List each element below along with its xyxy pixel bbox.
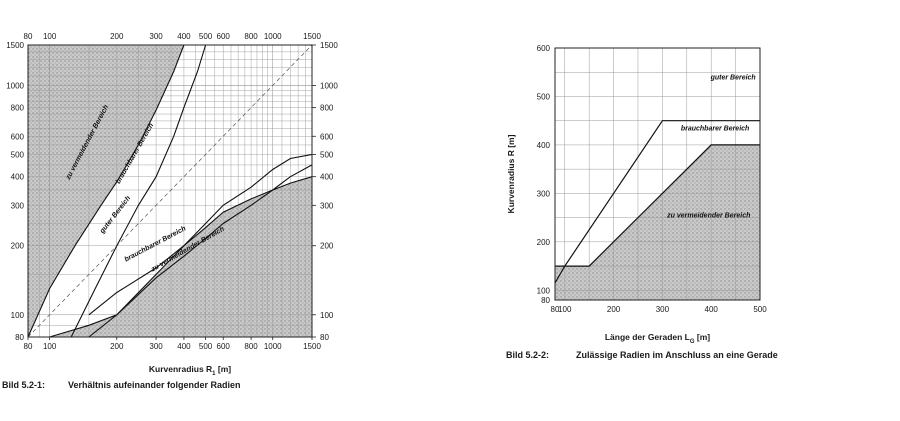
chart-1-caption-text: Verhältnis aufeinander folgender Radien bbox=[68, 380, 241, 390]
chart-2-caption-number: Bild 5.2-2: bbox=[506, 350, 549, 360]
x-tick-label-top: 100 bbox=[43, 32, 57, 41]
boundary-curve-4 bbox=[88, 153, 313, 316]
x-tick-label: 500 bbox=[753, 305, 767, 314]
x-tick-label-top: 500 bbox=[199, 32, 213, 41]
region-label: brauchbarer Bereich bbox=[681, 125, 749, 132]
x-tick-label-bottom: 800 bbox=[244, 342, 258, 351]
y-tick-label-left: 600 bbox=[11, 132, 25, 141]
lower-boundary-line bbox=[555, 144, 760, 267]
y-tick-label-left: 1500 bbox=[6, 41, 24, 50]
chart-1-x-axis-label: Kurvenradius R1 [m] bbox=[149, 364, 231, 377]
boundary-curve-1 bbox=[27, 44, 185, 338]
chart-2-region-labels: guter Bereich brauchbarer Bereich zu verme… bbox=[666, 75, 756, 220]
y-tick-label-left: 80 bbox=[15, 333, 24, 342]
x-tick-label-top: 400 bbox=[177, 32, 191, 41]
y-tick-label-left: 1000 bbox=[6, 81, 24, 90]
x-tick-label-top: 800 bbox=[244, 32, 258, 41]
avoid-area-lower-right bbox=[28, 176, 312, 337]
x-tick-label-bottom: 1000 bbox=[264, 342, 282, 351]
y-tick-label-right: 100 bbox=[320, 311, 334, 320]
chart-2-avoid-area bbox=[555, 144, 760, 300]
y-tick-label-right: 500 bbox=[320, 150, 334, 159]
y-tick-label-left: 100 bbox=[11, 311, 25, 320]
y-tick-label: 500 bbox=[537, 92, 551, 101]
x-tick-label: 100 bbox=[558, 305, 572, 314]
chart-2-boundary-lines bbox=[554, 120, 760, 284]
y-tick-label-left: 400 bbox=[11, 173, 25, 182]
y-tick-label-left: 800 bbox=[11, 104, 25, 113]
x-tick-label-top: 300 bbox=[149, 32, 163, 41]
chart-1-avoid-areas bbox=[28, 45, 312, 337]
chart-2-x-axis-label: Länge der Geraden LG [m] bbox=[605, 332, 710, 345]
chart-2-plot-frame bbox=[554, 47, 761, 301]
x-tick-label-bottom: 200 bbox=[110, 342, 124, 351]
x-tick-label-top: 600 bbox=[217, 32, 231, 41]
y-tick-label-left: 500 bbox=[11, 150, 25, 159]
avoid-area bbox=[555, 144, 760, 300]
x-tick-label-bottom: 1500 bbox=[303, 342, 321, 351]
y-tick-label-right: 1500 bbox=[320, 41, 338, 50]
region-label: zu vermeidender Bereich bbox=[666, 213, 750, 220]
y-tick-label: 600 bbox=[537, 44, 551, 53]
y-tick-label: 300 bbox=[537, 189, 551, 198]
x-tick-label-bottom: 500 bbox=[199, 342, 213, 351]
chart-1-boundary-curves bbox=[27, 44, 313, 338]
region-label: guter Bereich bbox=[710, 75, 756, 82]
x-tick-label-bottom: 600 bbox=[217, 342, 231, 351]
x-tick-label-bottom: 400 bbox=[177, 342, 191, 351]
x-tick-label-top: 1000 bbox=[264, 32, 282, 41]
y-tick-label-right: 300 bbox=[320, 201, 334, 210]
y-tick-label-right: 600 bbox=[320, 132, 334, 141]
y-tick-label: 400 bbox=[537, 141, 551, 150]
x-tick-label: 80 bbox=[551, 305, 560, 314]
y-tick-label-right: 80 bbox=[320, 333, 329, 342]
y-tick-label: 80 bbox=[541, 296, 550, 305]
y-tick-label-right: 400 bbox=[320, 173, 334, 182]
chart-1-plot-frame bbox=[27, 44, 313, 338]
chart-2-caption-text: Zulässige Radien im Anschluss an eine Ge… bbox=[576, 350, 778, 360]
x-tick-label-bottom: 80 bbox=[24, 342, 33, 351]
x-tick-label: 400 bbox=[705, 305, 719, 314]
x-tick-label-top: 1500 bbox=[303, 32, 321, 41]
x-tick-label: 300 bbox=[656, 305, 670, 314]
equal-radius-line bbox=[27, 44, 313, 338]
y-tick-label-right: 1000 bbox=[320, 81, 338, 90]
y-tick-label-right: 200 bbox=[320, 242, 334, 251]
y-tick-label-left: 200 bbox=[11, 242, 25, 251]
y-tick-label-right: 800 bbox=[320, 104, 334, 113]
x-tick-label: 200 bbox=[607, 305, 621, 314]
chart-1-grid bbox=[27, 44, 313, 338]
y-tick-label-left: 300 bbox=[11, 201, 25, 210]
boundary-curve-5 bbox=[28, 176, 313, 338]
chart-1: 8080100100200200300300400400500500600600… bbox=[2, 32, 338, 390]
x-tick-label-bottom: 100 bbox=[43, 342, 57, 351]
y-tick-label: 200 bbox=[537, 238, 551, 247]
chart-1-caption-number: Bild 5.2-1: bbox=[2, 380, 45, 390]
boundary-curve-2 bbox=[70, 44, 207, 338]
y-tick-label: 100 bbox=[537, 286, 551, 295]
chart-2-y-axis-label: Kurvenradius R [m] bbox=[506, 134, 516, 213]
boundary-curve-3 bbox=[88, 164, 313, 338]
avoid-area-upper-left bbox=[28, 45, 184, 337]
upper-boundary-line bbox=[554, 120, 760, 284]
x-tick-label-top: 80 bbox=[24, 32, 33, 41]
x-tick-label-bottom: 300 bbox=[149, 342, 163, 351]
x-tick-label-top: 200 bbox=[110, 32, 124, 41]
chart-1-tick-labels: 8080100100200200300300400400500500600600… bbox=[6, 32, 338, 351]
